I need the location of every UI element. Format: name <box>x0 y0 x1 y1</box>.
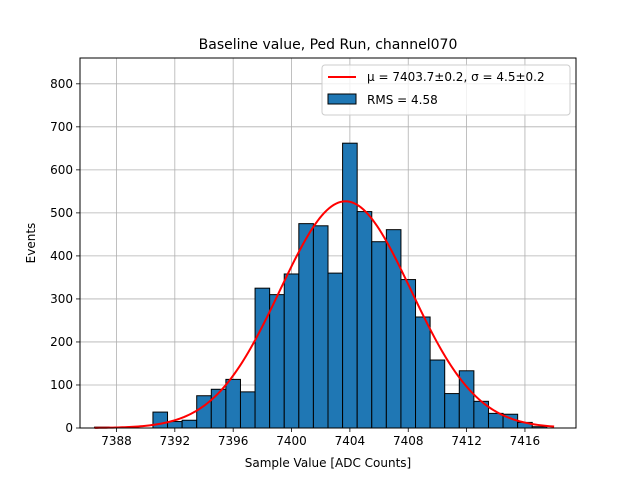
histogram-bar <box>269 294 285 429</box>
histogram-bar <box>356 211 373 429</box>
histogram-bar <box>181 419 198 429</box>
x-tick-label: 7400 <box>276 434 307 448</box>
y-tick-label: 0 <box>65 421 73 435</box>
histogram-bar <box>400 279 417 429</box>
x-tick-label: 7392 <box>160 434 191 448</box>
histogram-bar <box>283 273 300 429</box>
legend-rms-swatch <box>327 93 357 105</box>
histogram-bar <box>312 225 329 429</box>
x-axis-label: Sample Value [ADC Counts] <box>245 456 411 470</box>
y-axis-ticks: 0 100 200 300 400 500 600 700 800 <box>50 77 80 435</box>
y-tick-label: 300 <box>50 292 73 306</box>
y-tick-label: 200 <box>50 335 73 349</box>
histogram-bar <box>254 287 271 429</box>
legend: μ = 7403.7±0.2, σ = 4.5±0.2 RMS = 4.58 <box>321 64 571 116</box>
histogram-bar <box>342 142 358 429</box>
chart-title: Baseline value, Ped Run, channel070 <box>199 37 458 53</box>
histogram-bar <box>239 391 256 429</box>
y-tick-label: 100 <box>50 378 73 392</box>
x-tick-label: 7388 <box>101 434 132 448</box>
histogram-bar <box>327 272 344 429</box>
y-tick-label: 500 <box>50 206 73 220</box>
y-axis-label: Events <box>24 223 38 264</box>
histogram-bar <box>385 229 402 429</box>
y-tick-label: 700 <box>50 120 73 134</box>
histogram-bar <box>415 316 431 429</box>
legend-fit-label: μ = 7403.7±0.2, σ = 4.5±0.2 <box>367 70 545 84</box>
y-tick-label: 400 <box>50 249 73 263</box>
histogram-bar <box>298 223 314 429</box>
histogram-bar <box>444 393 460 429</box>
histogram-bar <box>225 378 241 429</box>
histogram-bar <box>210 388 227 429</box>
histogram-bar <box>429 359 446 429</box>
x-tick-label: 7396 <box>218 434 249 448</box>
x-axis-ticks: 7388 7392 7396 7400 7404 7408 7412 7416 <box>101 428 540 448</box>
x-tick-label: 7416 <box>510 434 541 448</box>
legend-frame <box>321 64 571 116</box>
x-tick-label: 7404 <box>335 434 366 448</box>
x-tick-label: 7408 <box>393 434 424 448</box>
histogram-bar <box>371 241 387 429</box>
legend-rms-label: RMS = 4.58 <box>367 93 438 107</box>
axes-frame <box>79 57 577 429</box>
histogram-bar <box>487 412 504 429</box>
x-tick-label: 7412 <box>451 434 482 448</box>
gaussian-fit-curve <box>94 200 555 429</box>
y-tick-label: 800 <box>50 77 73 91</box>
y-tick-label: 600 <box>50 163 73 177</box>
